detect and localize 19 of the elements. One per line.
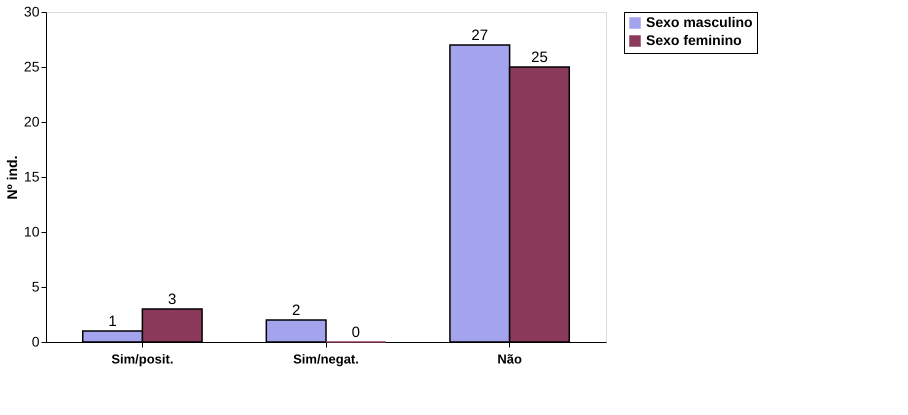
x-tick-label: Sim/negat. bbox=[293, 352, 359, 366]
y-tick-label: 5 bbox=[32, 278, 40, 294]
y-tick-label: 30 bbox=[24, 4, 40, 20]
legend-label: Sexo masculino bbox=[646, 14, 753, 30]
y-tick-label: 20 bbox=[24, 114, 40, 130]
y-tick-label: 0 bbox=[32, 334, 40, 350]
y-tick-label: 15 bbox=[24, 168, 40, 184]
data-label: 0 bbox=[352, 324, 360, 341]
data-label: 2 bbox=[292, 302, 300, 319]
data-label: 25 bbox=[531, 49, 548, 66]
x-tick-label: Não bbox=[497, 352, 522, 366]
legend-label: Sexo feminino bbox=[646, 32, 742, 48]
y-axis-title: Nº ind. bbox=[4, 156, 20, 200]
y-tick-label: 25 bbox=[24, 58, 40, 74]
x-tick-label: Sim/posit. bbox=[111, 352, 174, 366]
y-tick-label: 10 bbox=[24, 224, 40, 240]
data-label: 1 bbox=[108, 313, 117, 330]
data-label: 27 bbox=[471, 27, 488, 44]
data-label: 3 bbox=[168, 291, 176, 308]
